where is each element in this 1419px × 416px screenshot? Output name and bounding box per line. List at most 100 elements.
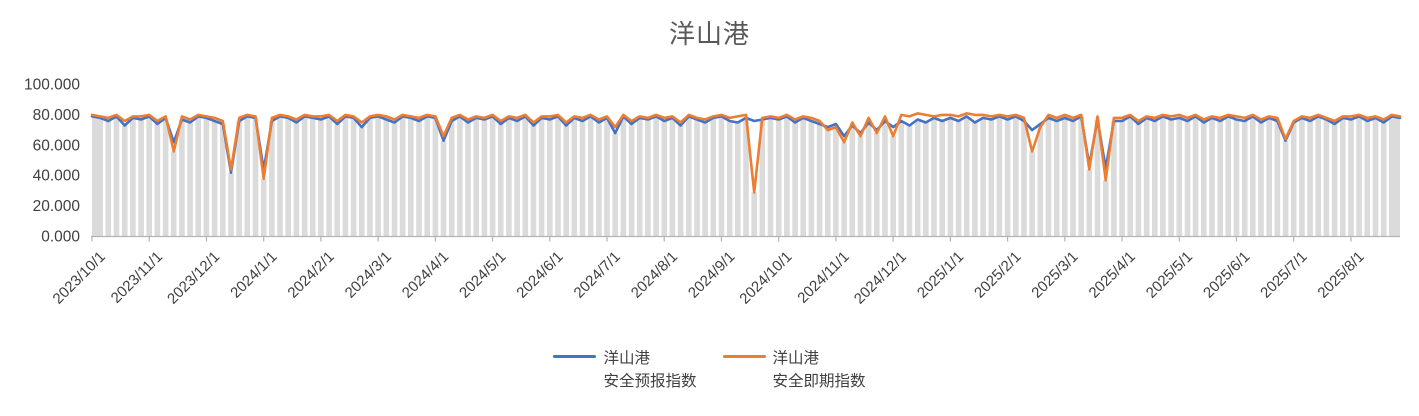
legend-entry-spot-index: 洋山港 安全即期指数	[722, 347, 866, 393]
legend: 洋山港 安全预报指数 洋山港 安全即期指数	[0, 347, 1419, 393]
background-bar	[195, 116, 202, 237]
background-bar	[702, 122, 708, 237]
background-bar	[1192, 116, 1199, 237]
background-bar	[1119, 121, 1125, 237]
background-bar	[1184, 121, 1191, 237]
background-bar	[473, 117, 479, 237]
background-bar	[1013, 116, 1019, 237]
background-bar	[92, 116, 98, 237]
background-bar	[890, 136, 896, 237]
background-bar	[1282, 140, 1289, 237]
background-bar	[833, 127, 839, 237]
x-tick-label: 2025/6/1	[1200, 248, 1253, 301]
background-bar	[816, 124, 823, 237]
background-bar	[955, 121, 962, 237]
background-bar	[1037, 127, 1044, 237]
background-bar	[1209, 117, 1215, 237]
background-bar	[1372, 117, 1379, 237]
background-bar	[792, 122, 798, 237]
background-bar	[375, 116, 381, 237]
background-bar	[1225, 116, 1232, 237]
background-bar	[1053, 121, 1060, 237]
background-bar	[555, 116, 561, 237]
background-bar	[1331, 124, 1338, 237]
x-tick-label: 2024/11/1	[794, 248, 852, 306]
background-bar	[228, 172, 234, 237]
background-bar	[497, 124, 504, 237]
x-tick-label: 2024/5/1	[456, 248, 509, 301]
background-bar	[1168, 119, 1174, 237]
background-bar	[1299, 117, 1305, 237]
x-tick-label: 2025/8/1	[1314, 248, 1367, 301]
background-bar	[653, 116, 659, 237]
background-bar	[350, 117, 357, 237]
background-bar	[857, 136, 864, 237]
background-bar	[579, 121, 586, 237]
background-bar	[448, 121, 455, 237]
background-bar	[914, 119, 921, 237]
background-bar	[293, 122, 300, 237]
background-bar	[326, 116, 332, 237]
background-bar	[587, 116, 594, 237]
background-bar	[947, 117, 954, 237]
background-bar	[1340, 117, 1346, 237]
background-bar	[1274, 121, 1281, 237]
background-bar	[784, 116, 790, 237]
background-bar	[882, 121, 888, 237]
background-bar	[1315, 116, 1322, 237]
background-bar	[383, 119, 390, 237]
background-bar	[301, 116, 308, 237]
background-bar	[440, 140, 447, 237]
background-bar	[710, 117, 717, 237]
background-bar	[408, 117, 414, 237]
y-tick-label: 100.000	[24, 77, 80, 94]
background-bar	[735, 122, 741, 237]
background-bar	[898, 121, 905, 237]
y-tick-label: 40.000	[33, 168, 81, 185]
background-bar	[800, 117, 806, 237]
background-bar	[1250, 116, 1256, 237]
x-tick-label: 2024/6/1	[513, 248, 566, 301]
background-bar	[113, 116, 120, 237]
legend-entry-forecast-index: 洋山港 安全预报指数	[553, 347, 697, 393]
background-bar	[980, 117, 986, 237]
background-bar	[1143, 117, 1150, 237]
background-bar	[416, 121, 422, 237]
background-bar	[874, 133, 880, 237]
background-bar	[334, 124, 340, 237]
background-bar	[391, 122, 398, 237]
background-bar	[677, 125, 684, 237]
background-bar	[522, 116, 529, 237]
background-bar	[121, 125, 128, 237]
background-bar	[1102, 180, 1109, 237]
y-tick-label: 0.000	[41, 229, 80, 246]
background-bar	[105, 121, 112, 237]
background-bar	[972, 122, 978, 237]
background-bar	[906, 125, 913, 237]
background-bar	[1307, 121, 1313, 237]
legend-line-swatch-blue	[553, 355, 597, 359]
x-tick-label: 2024/9/1	[685, 248, 738, 301]
background-bar	[1029, 151, 1035, 237]
background-bar	[596, 122, 602, 237]
x-tick-label: 2025/1/1	[914, 248, 967, 301]
background-bar	[849, 125, 856, 237]
background-bar	[604, 117, 610, 237]
background-bar	[1364, 121, 1371, 237]
legend-line-swatch-orange	[722, 355, 766, 359]
x-tick-label: 2025/3/1	[1028, 248, 1081, 301]
background-bar	[825, 130, 831, 237]
background-bar	[1201, 122, 1207, 237]
background-bar	[236, 121, 242, 237]
spot-index-line	[90, 112, 1402, 194]
x-tick-label: 2025/5/1	[1143, 248, 1196, 301]
x-tick-label: 2023/10/1	[50, 248, 109, 307]
background-bar	[252, 117, 259, 237]
legend-forecast-port-label: 洋山港	[603, 350, 650, 367]
background-bar	[162, 117, 169, 237]
x-tick-label: 2023/11/1	[108, 248, 166, 306]
background-bar	[1094, 119, 1101, 237]
x-tick-label: 2024/2/1	[284, 248, 337, 301]
background-bar	[130, 117, 136, 237]
